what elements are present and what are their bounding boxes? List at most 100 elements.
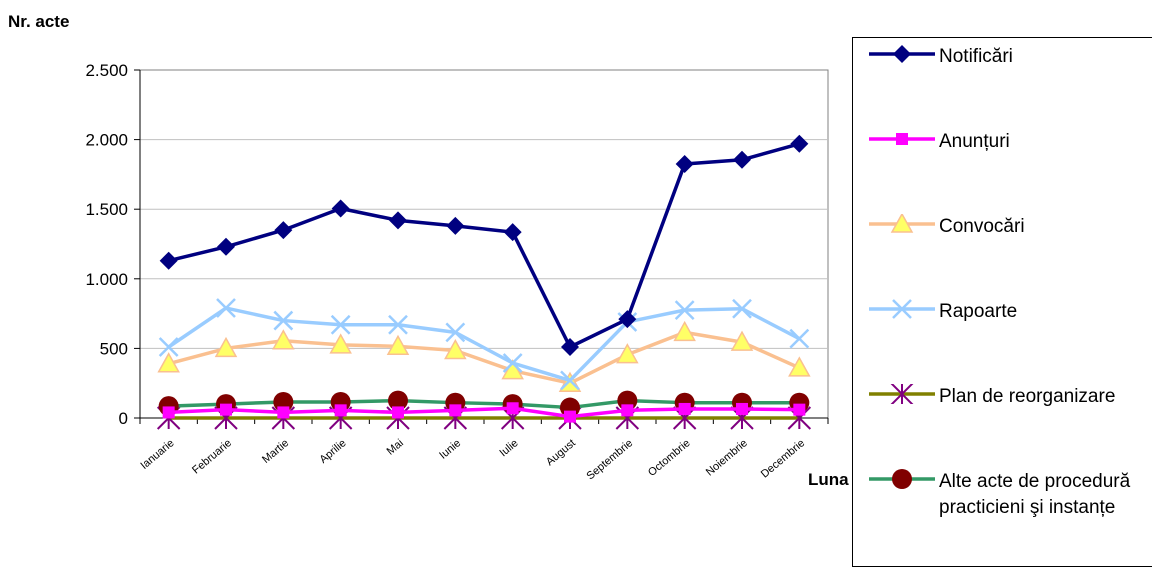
legend-label: Rapoarte [939,301,1018,322]
y-tick-label: 2.000 [85,131,128,150]
data-point [159,251,178,270]
data-point [732,298,752,319]
x-tick-label: Septembrie [584,437,635,482]
data-point [793,403,806,416]
legend: Notificări Anunțuri Convocări Rapoarte Plan … [852,37,1152,567]
data-point [217,237,235,256]
series-4 [158,298,810,391]
x-tick-label: Martie [260,437,291,466]
data-point [789,328,810,349]
series-2 [162,402,806,423]
legend-label: Plan de reorganizare [939,386,1116,407]
series-1 [159,134,809,357]
data-point [389,211,407,230]
legend-swatch [869,133,935,145]
data-point [273,310,294,331]
data-point [564,410,576,423]
legend-swatch [869,214,935,233]
y-tick-label: 2.500 [85,61,128,80]
x-tick-label: Aprilie [317,437,348,466]
x-tick-label: Ianuarie [138,437,176,472]
line-chart: Nr. acte 0 500 1.000 1.500 2.000 2.500 Ianuar… [8,12,849,489]
x-tick-label: Mai [385,437,406,458]
data-point [274,221,293,240]
data-point [214,336,238,358]
legend-swatch [869,299,935,319]
y-tick-label: 0 [119,409,128,428]
data-point [446,216,465,235]
x-tick-label: Octombrie [646,437,693,479]
series-line [168,142,800,349]
legend-item: Anunțuri [867,129,1152,155]
legend-item: Alte acte de procedură practicieni şi in… [867,469,1152,521]
legend-item: Notificări [867,44,1152,70]
data-point [678,402,691,415]
y-axis-title: Nr. acte [8,12,69,31]
series-group [156,134,812,430]
data-point [334,404,347,417]
data-point [272,329,295,350]
data-point [449,404,462,417]
series-line [168,330,801,385]
data-point [892,469,912,489]
data-point [331,199,350,218]
data-point [733,150,751,169]
series-3 [157,320,811,392]
y-tick-label: 1.000 [85,270,128,289]
legend-label: Alte acte de procedură practicieni şi in… [939,471,1131,518]
data-point [158,337,179,357]
legend-item: Rapoarte [867,299,1152,325]
data-point [444,338,467,360]
legend-label: Convocări [939,216,1025,237]
x-tick-label: Noiembrie [704,437,750,478]
data-point [503,223,522,242]
data-point [388,390,408,411]
data-point [892,299,912,319]
data-point [277,406,290,419]
data-point [618,310,637,329]
series-line [168,406,800,419]
data-point [730,330,754,351]
data-point [736,402,748,415]
x-tick-label: Iulie [497,437,520,459]
y-axis: 0 500 1.000 1.500 2.000 2.500 [85,61,141,428]
data-point [890,384,914,404]
plot-area [139,69,829,419]
data-point [386,334,410,356]
data-point [392,406,404,419]
data-point [506,402,519,415]
data-point [162,406,175,419]
data-point [790,134,809,153]
data-point [388,314,408,335]
series-5 [156,406,812,430]
data-point [157,352,180,373]
data-point [329,333,352,354]
legend-label: Anunțuri [939,131,1010,152]
legend-swatch [869,45,935,63]
data-point [220,403,232,416]
data-point [890,214,914,233]
x-tick-label: Februarie [190,437,234,476]
series-line [167,306,801,383]
data-point [561,338,579,357]
data-point [674,300,695,321]
x-axis-title: Luna [808,470,849,489]
data-point [502,353,523,373]
data-point [673,320,696,342]
legend-swatch [869,384,935,404]
data-point [330,314,351,335]
data-point [893,45,911,63]
y-tick-label: 500 [100,339,128,358]
data-point [445,322,466,343]
x-tick-label: Iunie [437,437,463,462]
legend-label: Notificări [939,46,1013,67]
legend-item: Convocări [867,214,1152,240]
data-point [788,356,811,377]
y-tick-label: 1.500 [85,200,128,219]
x-tick-label: August [544,437,578,468]
x-tick-label: Decembrie [759,437,807,480]
data-point [560,370,580,391]
data-point [616,343,639,364]
x-axis: Ianuarie Februarie Martie Aprilie Mai Iunie Iu… [138,417,829,482]
legend-swatch [869,469,935,489]
